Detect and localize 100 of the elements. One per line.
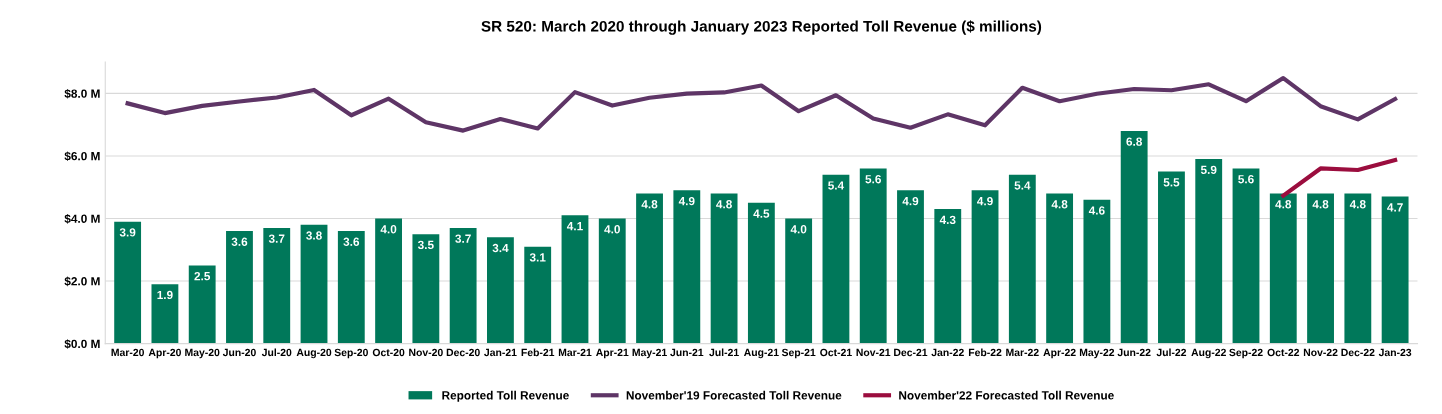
x-tick-label: Dec-20 xyxy=(446,348,480,357)
data-label: 4.9 xyxy=(977,196,993,206)
x-tick-label: Mar-21 xyxy=(558,348,592,357)
x-tick-label: Feb-22 xyxy=(968,348,1002,357)
data-label: 3.7 xyxy=(455,234,471,243)
x-tick-label: Jul-21 xyxy=(709,348,739,357)
data-label: 4.8 xyxy=(1275,200,1292,209)
bar xyxy=(449,227,477,344)
x-tick-label: May-22 xyxy=(1079,348,1115,359)
bar xyxy=(1381,196,1409,344)
x-tick-label: Nov-22 xyxy=(1303,348,1338,357)
y-tick-label: $8.0 M xyxy=(64,88,100,99)
x-tick-label: Dec-21 xyxy=(894,348,928,357)
data-label: 5.6 xyxy=(865,175,881,184)
data-label: 5.6 xyxy=(1238,175,1254,184)
bar xyxy=(710,193,738,344)
data-label: 3.1 xyxy=(529,253,546,262)
data-label: 3.4 xyxy=(492,243,509,253)
y-tick-label: $0.0 M xyxy=(64,339,100,349)
x-tick-label: Jul-22 xyxy=(1156,348,1187,357)
x-tick-label: Apr-21 xyxy=(596,348,629,359)
data-label: 4.6 xyxy=(1088,206,1105,215)
x-tick-label: Jun-21 xyxy=(670,348,704,357)
bar xyxy=(1344,193,1372,344)
bar xyxy=(859,168,887,344)
x-tick-label: Sep-22 xyxy=(1229,348,1263,359)
x-tick-label: Sep-20 xyxy=(334,348,368,359)
x-tick-label: Oct-20 xyxy=(372,348,405,357)
data-label: 4.5 xyxy=(753,209,770,218)
data-label: 4.7 xyxy=(1387,203,1403,212)
data-label: 1.9 xyxy=(157,290,173,300)
bar xyxy=(263,227,291,344)
line-series xyxy=(1281,157,1398,198)
data-label: 5.5 xyxy=(1163,178,1180,187)
data-label: 4.8 xyxy=(716,200,732,209)
data-label: 4.0 xyxy=(790,225,807,234)
data-label: 4.0 xyxy=(604,225,620,234)
bar xyxy=(1195,159,1223,344)
data-label: 4.8 xyxy=(641,200,658,209)
data-label: 5.9 xyxy=(1200,165,1217,174)
data-label: 3.8 xyxy=(306,231,322,240)
bar xyxy=(524,246,552,344)
bar xyxy=(636,193,663,344)
x-tick-label: Apr-20 xyxy=(148,348,181,359)
bar xyxy=(1232,168,1260,344)
data-label: 4.1 xyxy=(566,222,583,231)
bar xyxy=(598,218,626,344)
x-tick-label: Nov-20 xyxy=(409,348,443,357)
bar xyxy=(1008,174,1036,344)
bar xyxy=(1083,199,1111,344)
x-tick-label: Jan-23 xyxy=(1378,348,1412,357)
x-tick-label: Jul-20 xyxy=(261,348,292,357)
line-series xyxy=(125,75,1398,133)
bar xyxy=(114,221,142,344)
bar xyxy=(673,190,701,344)
bar xyxy=(300,224,328,344)
bar xyxy=(1120,130,1148,344)
data-label: 4.8 xyxy=(1349,200,1366,209)
bar xyxy=(1307,193,1334,344)
bar xyxy=(487,237,514,344)
data-label: 6.8 xyxy=(1126,137,1143,146)
data-label: 3.5 xyxy=(417,240,434,250)
bar xyxy=(1046,193,1074,344)
x-tick-label: May-20 xyxy=(185,348,220,359)
legend-label: Reported Toll Revenue xyxy=(442,390,569,402)
data-label: 4.9 xyxy=(902,196,919,206)
x-tick-label: Aug-20 xyxy=(296,348,332,359)
bar xyxy=(822,174,850,344)
bar xyxy=(897,190,924,344)
data-label: 3.7 xyxy=(268,234,285,243)
data-label: 3.9 xyxy=(119,228,136,237)
bar xyxy=(934,209,962,344)
bar xyxy=(226,231,253,344)
bar xyxy=(337,231,365,344)
x-tick-label: Aug-22 xyxy=(1191,348,1226,359)
x-tick-label: Jan-21 xyxy=(484,348,517,357)
data-label: 5.4 xyxy=(1014,181,1031,190)
bar xyxy=(188,265,216,344)
data-label: 3.6 xyxy=(231,237,248,246)
data-label: 3.6 xyxy=(343,237,360,246)
data-label: 4.8 xyxy=(1051,200,1068,209)
x-tick-label: Jun-22 xyxy=(1117,348,1151,357)
x-tick-label: Mar-20 xyxy=(111,348,144,357)
x-tick-label: Dec-22 xyxy=(1341,348,1375,357)
bar xyxy=(412,234,440,344)
bar xyxy=(151,284,179,344)
x-tick-label: Oct-22 xyxy=(1267,348,1300,357)
x-tick-label: Oct-21 xyxy=(820,348,852,357)
data-label: 4.8 xyxy=(1312,200,1329,209)
x-tick-label: Jan-22 xyxy=(931,348,964,357)
x-tick-label: Apr-22 xyxy=(1043,348,1076,359)
data-label: 4.3 xyxy=(939,215,956,225)
legend-label: November'22 Forecasted Toll Revenue xyxy=(899,390,1114,400)
y-tick-label: $6.0 M xyxy=(64,151,100,162)
x-tick-label: Feb-21 xyxy=(521,348,555,357)
data-label: 5.4 xyxy=(828,181,845,190)
bar xyxy=(1158,171,1185,344)
x-tick-label: Mar-22 xyxy=(1006,348,1039,357)
x-tick-label: May-21 xyxy=(632,348,667,359)
bar xyxy=(375,218,403,344)
